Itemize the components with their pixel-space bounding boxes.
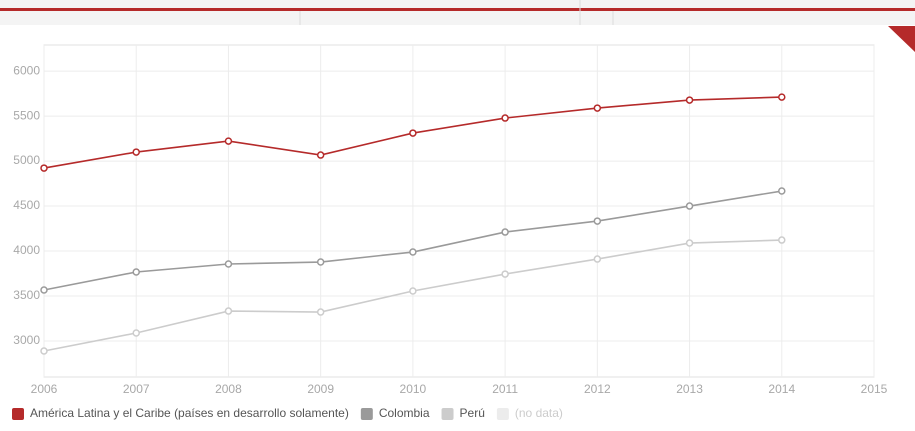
legend-swatch [441, 408, 454, 420]
data-point [409, 287, 417, 295]
legend-label: Colombia [379, 406, 430, 420]
legend-swatch [12, 408, 24, 420]
plot-frame [43, 44, 875, 378]
data-point [501, 228, 509, 236]
data-point [593, 255, 602, 263]
y-tick-label: 3500 [13, 288, 40, 302]
data-point [685, 239, 694, 247]
y-tick-label: 4000 [13, 243, 40, 257]
y-tick-label: 5000 [13, 153, 40, 167]
data-point [778, 187, 786, 195]
data-point [409, 248, 417, 256]
data-point [224, 260, 233, 268]
tab-bar [0, 0, 915, 25]
x-tick-label: 2012 [584, 382, 611, 396]
data-point [40, 164, 48, 172]
legend-swatch [360, 408, 373, 420]
x-tick-label: 2010 [400, 382, 427, 396]
y-tick-label: 3000 [13, 333, 40, 347]
data-point [316, 258, 325, 266]
data-point [409, 129, 417, 137]
data-point [132, 329, 140, 337]
data-point [593, 217, 602, 225]
data-point [501, 270, 509, 278]
data-point [316, 151, 325, 159]
data-point [40, 347, 48, 355]
legend-label: América Latina y el Caribe (países en de… [30, 406, 349, 420]
x-tick-label: 2009 [307, 382, 334, 396]
x-tick-label: 2013 [676, 382, 703, 396]
y-tick-label: 4500 [13, 198, 40, 212]
data-point [132, 148, 140, 156]
legend-label: (no data) [515, 406, 563, 420]
x-tick-label: 2015 [861, 382, 888, 396]
legend-swatch [496, 408, 509, 420]
x-tick-label: 2008 [215, 382, 242, 396]
data-point [40, 286, 48, 294]
y-tick-label: 6000 [13, 63, 40, 77]
data-point [316, 308, 325, 316]
data-point [224, 307, 233, 315]
x-tick-label: 2014 [768, 382, 795, 396]
share-icon[interactable] [888, 26, 915, 52]
data-point [685, 202, 694, 210]
legend-label: Perú [460, 406, 485, 420]
x-tick-label: 2006 [31, 382, 58, 396]
data-point [778, 93, 786, 101]
data-point [593, 104, 602, 112]
top-rule [0, 8, 915, 11]
data-point [778, 236, 786, 244]
data-point [501, 114, 509, 122]
y-tick-label: 5500 [13, 108, 40, 122]
x-tick-label: 2011 [492, 382, 518, 396]
data-point [132, 268, 140, 276]
data-point [224, 137, 233, 145]
data-point [685, 96, 694, 104]
x-tick-label: 2007 [123, 382, 150, 396]
